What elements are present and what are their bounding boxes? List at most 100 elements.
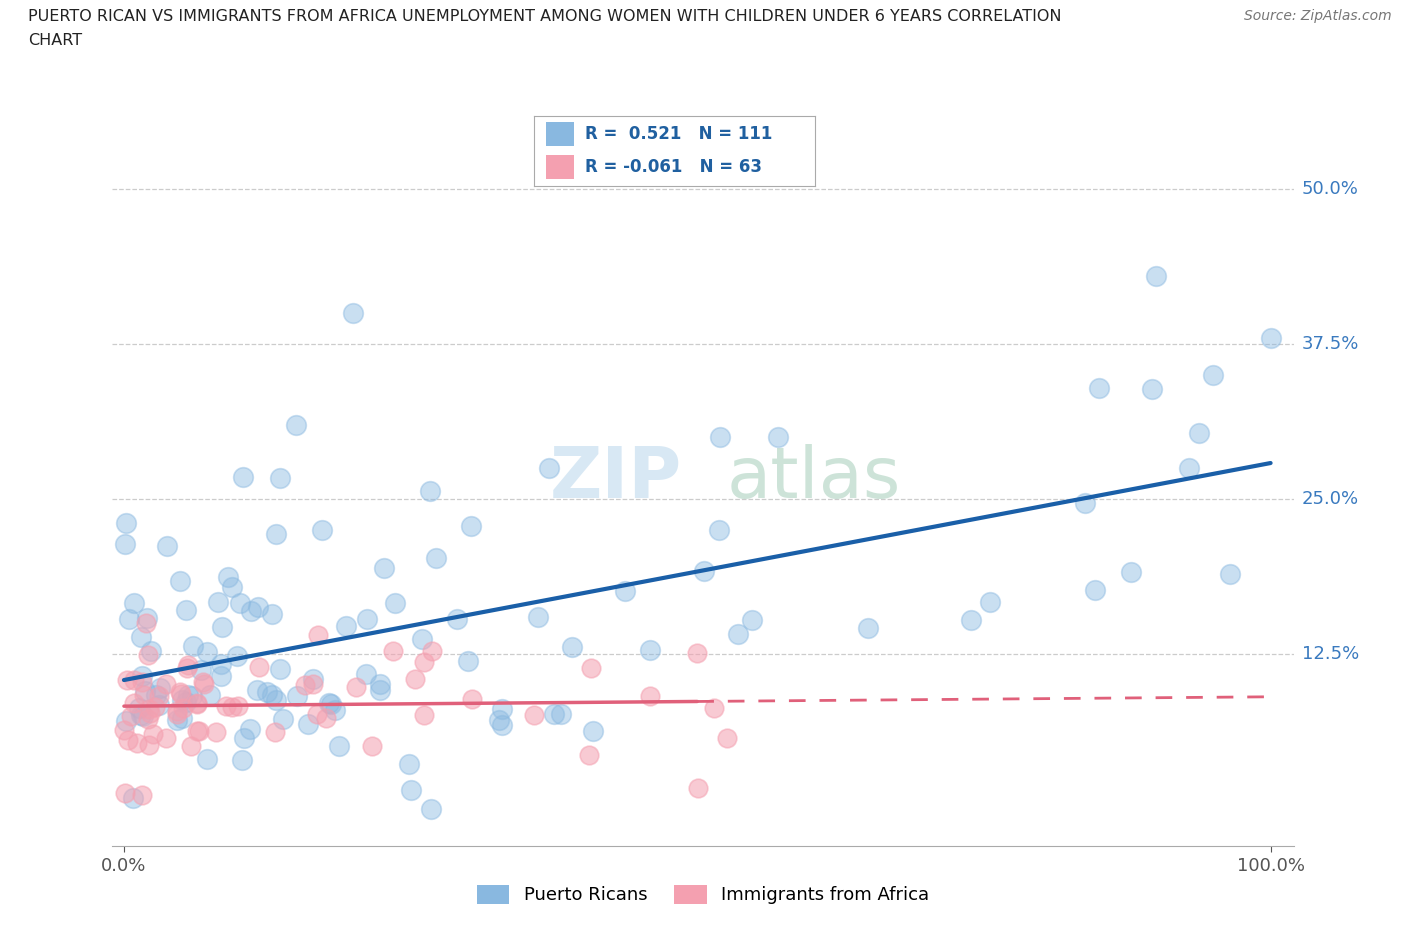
Point <box>131 669 153 684</box>
Point <box>404 672 426 687</box>
Point <box>131 788 153 803</box>
Point <box>115 516 138 531</box>
Point <box>118 612 141 627</box>
Text: R =  0.521   N = 111: R = 0.521 N = 111 <box>585 126 772 143</box>
Point <box>217 570 239 585</box>
Point <box>215 698 238 713</box>
Point <box>319 697 342 711</box>
Point <box>174 603 197 618</box>
Text: 12.5%: 12.5% <box>1302 645 1360 663</box>
Text: 25.0%: 25.0% <box>1302 490 1360 508</box>
Point <box>128 701 150 716</box>
Point <box>488 712 510 727</box>
Point <box>342 306 364 321</box>
Point <box>401 783 423 798</box>
Point <box>131 709 153 724</box>
Point <box>143 700 166 715</box>
Point <box>373 561 395 576</box>
Point <box>307 627 329 642</box>
Point <box>578 748 600 763</box>
Point <box>177 658 200 672</box>
Point <box>114 785 136 800</box>
Point <box>228 698 250 713</box>
Point <box>1219 566 1241 581</box>
Point <box>537 460 560 475</box>
Point <box>247 659 270 674</box>
Point <box>716 731 738 746</box>
Point <box>176 688 198 703</box>
Point <box>169 573 191 588</box>
Point <box>129 707 152 722</box>
Bar <box>546 155 574 179</box>
Point <box>180 739 202 754</box>
Point <box>120 709 142 724</box>
Point <box>307 706 329 721</box>
Text: Source: ZipAtlas.com: Source: ZipAtlas.com <box>1244 9 1392 23</box>
Point <box>766 430 789 445</box>
Text: ZIP: ZIP <box>550 445 682 513</box>
Point <box>269 661 291 676</box>
Point <box>856 621 879 636</box>
Text: 50.0%: 50.0% <box>1302 180 1358 198</box>
Point <box>145 687 167 702</box>
Point <box>285 689 308 704</box>
Point <box>302 677 325 692</box>
Point <box>727 627 749 642</box>
Point <box>172 700 194 715</box>
Point <box>411 631 433 646</box>
Point <box>148 689 170 704</box>
Point <box>138 712 160 727</box>
Point <box>686 780 709 795</box>
Point <box>232 470 254 485</box>
Point <box>131 674 153 689</box>
Point <box>129 630 152 644</box>
Point <box>155 676 177 691</box>
Point <box>614 583 637 598</box>
Text: 37.5%: 37.5% <box>1302 335 1360 353</box>
Point <box>315 711 337 725</box>
Point <box>170 692 193 707</box>
Point <box>311 523 333 538</box>
Point <box>205 724 228 739</box>
Point <box>135 610 157 625</box>
Point <box>398 757 420 772</box>
Point <box>523 708 546 723</box>
Point <box>166 704 188 719</box>
Point <box>328 738 350 753</box>
Point <box>239 604 262 618</box>
Point <box>960 613 983 628</box>
Point <box>693 564 716 578</box>
Point <box>457 654 479 669</box>
Point <box>1121 565 1143 579</box>
Point <box>707 522 730 537</box>
Point <box>114 537 136 551</box>
Point <box>381 644 404 658</box>
Bar <box>546 122 574 145</box>
Point <box>155 730 177 745</box>
Point <box>491 717 513 732</box>
Point <box>256 684 278 699</box>
Point <box>169 684 191 699</box>
Point <box>181 689 204 704</box>
Point <box>264 692 287 707</box>
Point <box>174 694 197 709</box>
Point <box>209 669 232 684</box>
Point <box>117 733 139 748</box>
Point <box>190 662 212 677</box>
Point <box>260 606 283 621</box>
Point <box>142 726 165 741</box>
Point <box>269 471 291 485</box>
Point <box>156 538 179 553</box>
Point <box>301 672 323 687</box>
Point <box>266 527 288 542</box>
Point <box>193 674 215 689</box>
Point <box>491 702 513 717</box>
Point <box>183 639 205 654</box>
Point <box>186 724 208 738</box>
Point <box>207 595 229 610</box>
Point <box>136 648 159 663</box>
Point <box>134 684 156 698</box>
Point <box>361 738 384 753</box>
Point <box>419 802 441 817</box>
Point <box>582 724 605 738</box>
